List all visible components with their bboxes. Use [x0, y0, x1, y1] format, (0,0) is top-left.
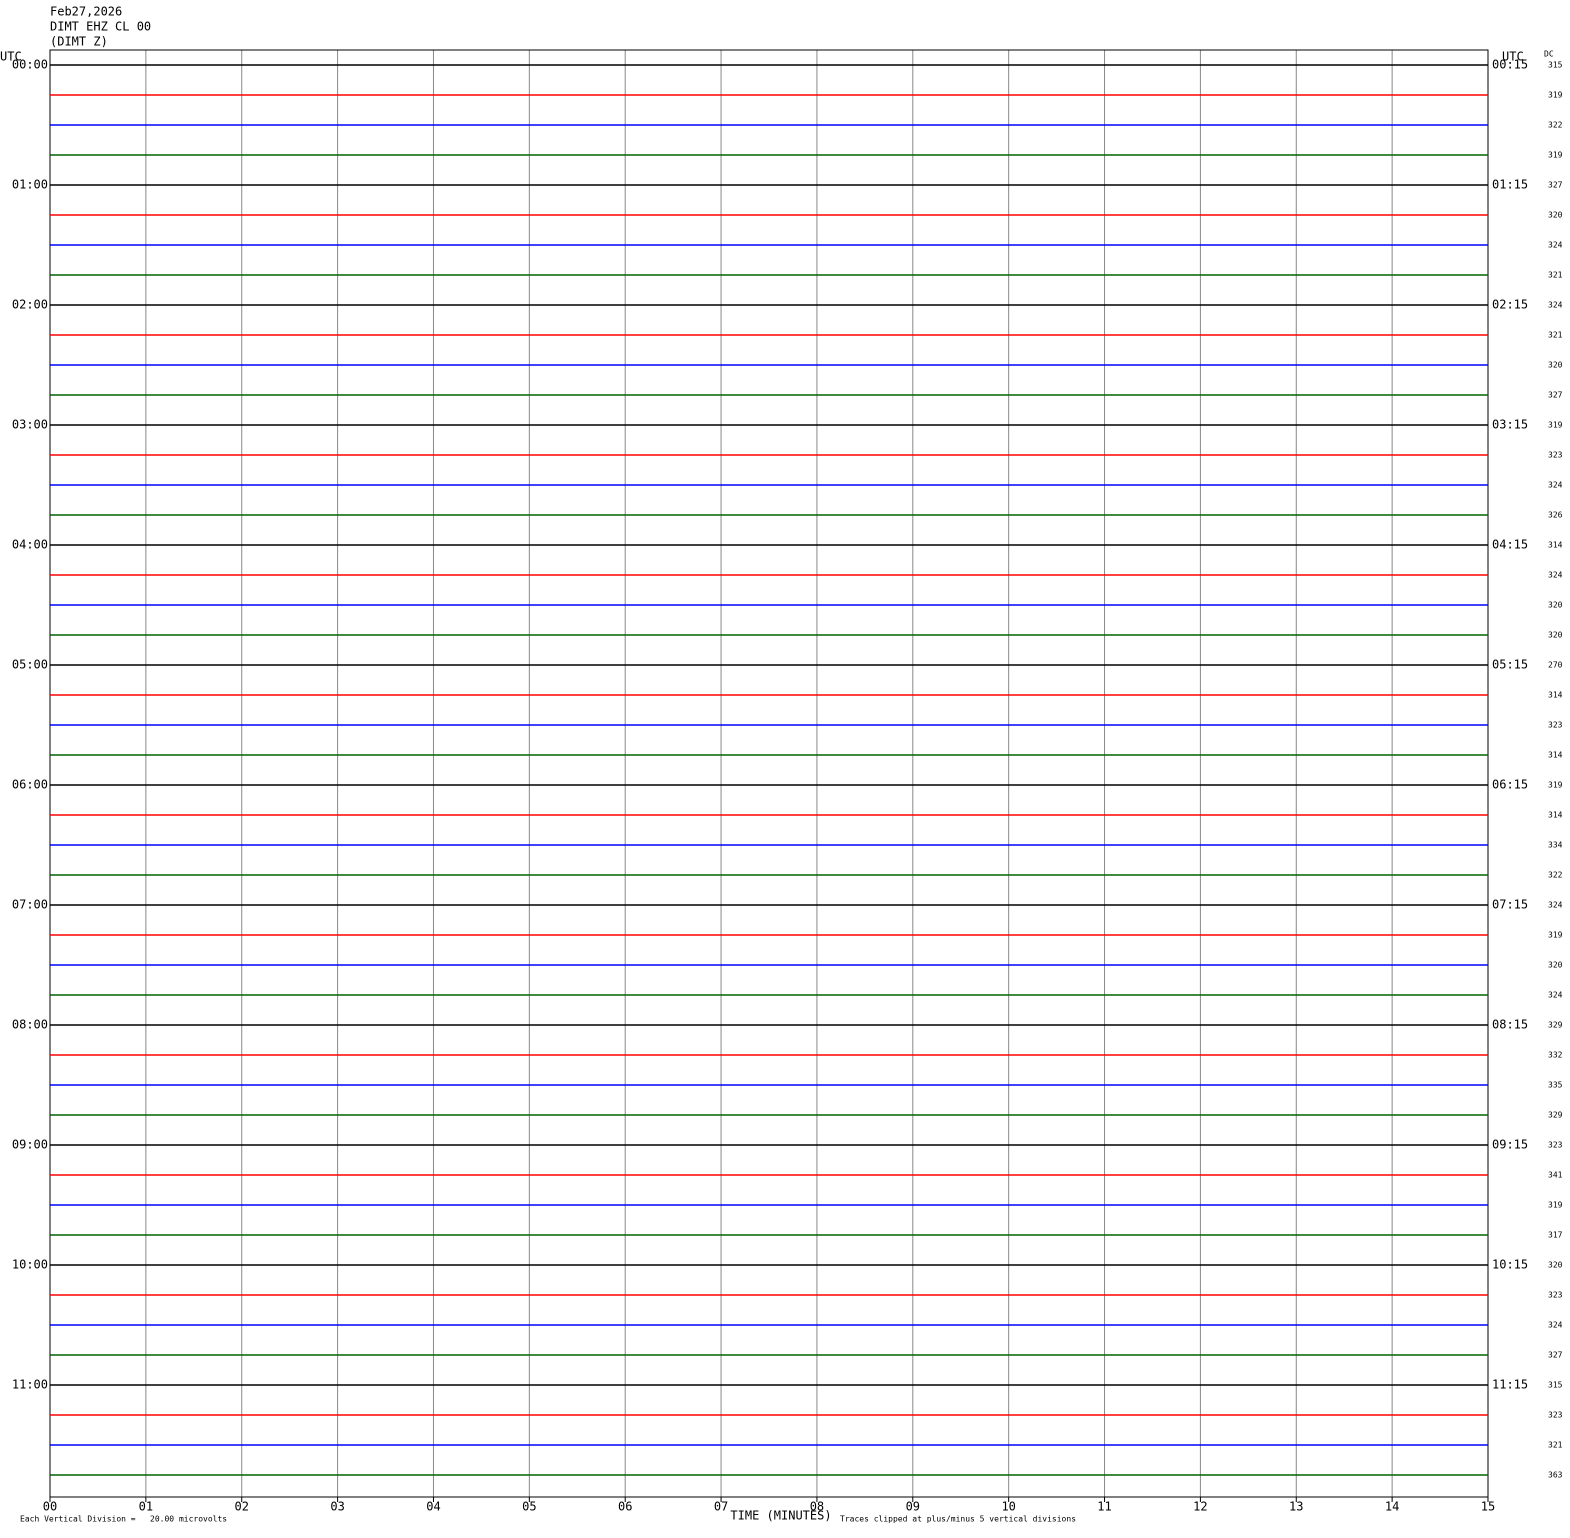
dc-value: 320 — [1548, 961, 1563, 970]
row-label-right: 10:15 — [1492, 1258, 1528, 1272]
x-tick-label: 09 — [906, 1500, 920, 1514]
dc-value: 322 — [1548, 871, 1563, 880]
dc-value: 314 — [1548, 691, 1563, 700]
x-tick-label: 08 — [810, 1500, 824, 1514]
x-tick-label: 02 — [235, 1500, 249, 1514]
dc-value: 323 — [1548, 721, 1563, 730]
dc-value: 314 — [1548, 751, 1563, 760]
dc-value: 363 — [1548, 1471, 1563, 1480]
footer-left: Each Vertical Division = 20.00 microvolt… — [20, 1515, 227, 1524]
dc-value: 315 — [1548, 61, 1563, 70]
dc-value: 314 — [1548, 811, 1563, 820]
header-line: Feb27,2026 — [50, 5, 122, 19]
row-label-left: 00:00 — [12, 58, 48, 72]
row-label-right: 01:15 — [1492, 178, 1528, 192]
row-label-right: 02:15 — [1492, 298, 1528, 312]
dc-value: 323 — [1548, 1141, 1563, 1150]
x-axis-label: TIME (MINUTES) — [730, 1509, 831, 1523]
dc-value: 324 — [1548, 481, 1563, 490]
x-tick-label: 05 — [522, 1500, 536, 1514]
dc-value: 321 — [1548, 331, 1563, 340]
dc-value: 341 — [1548, 1171, 1563, 1180]
dc-value: 315 — [1548, 1381, 1563, 1390]
x-tick-label: 07 — [714, 1500, 728, 1514]
dc-value: 319 — [1548, 421, 1563, 430]
row-label-left: 01:00 — [12, 178, 48, 192]
row-label-right: 11:15 — [1492, 1378, 1528, 1392]
dc-value: 323 — [1548, 1291, 1563, 1300]
x-tick-label: 00 — [43, 1500, 57, 1514]
dc-value: 320 — [1548, 601, 1563, 610]
dc-value: 335 — [1548, 1081, 1563, 1090]
x-tick-label: 10 — [1001, 1500, 1015, 1514]
dc-value: 323 — [1548, 451, 1563, 460]
dc-value: 324 — [1548, 301, 1563, 310]
dc-value: 332 — [1548, 1051, 1563, 1060]
dc-value: 321 — [1548, 271, 1563, 280]
dc-value: 327 — [1548, 1351, 1563, 1360]
row-label-right: 04:15 — [1492, 538, 1528, 552]
dc-value: 324 — [1548, 571, 1563, 580]
header-line: (DIMT Z) — [50, 35, 108, 49]
row-label-right: 05:15 — [1492, 658, 1528, 672]
row-label-right: 09:15 — [1492, 1138, 1528, 1152]
row-label-left: 05:00 — [12, 658, 48, 672]
row-label-right: 06:15 — [1492, 778, 1528, 792]
dc-value: 322 — [1548, 121, 1563, 130]
row-label-left: 10:00 — [12, 1258, 48, 1272]
dc-value: 324 — [1548, 991, 1563, 1000]
dc-value: 329 — [1548, 1021, 1563, 1030]
left-axis-title: UTC — [0, 50, 22, 64]
dc-value: 319 — [1548, 151, 1563, 160]
dc-value: 324 — [1548, 1321, 1563, 1330]
right-axis-title: UTC — [1502, 50, 1524, 64]
dc-value: 323 — [1548, 1411, 1563, 1420]
dc-value: 320 — [1548, 1261, 1563, 1270]
x-tick-label: 11 — [1097, 1500, 1111, 1514]
dc-value: 334 — [1548, 841, 1563, 850]
plot-frame — [49, 49, 1489, 1498]
dc-value: 319 — [1548, 91, 1563, 100]
dc-value: 270 — [1548, 661, 1563, 670]
dc-title: DC — [1544, 50, 1554, 59]
row-label-right: 07:15 — [1492, 898, 1528, 912]
dc-value: 324 — [1548, 241, 1563, 250]
dc-value: 319 — [1548, 931, 1563, 940]
row-label-left: 08:00 — [12, 1018, 48, 1032]
row-label-left: 09:00 — [12, 1138, 48, 1152]
dc-value: 314 — [1548, 541, 1563, 550]
dc-value: 329 — [1548, 1111, 1563, 1120]
dc-value: 324 — [1548, 901, 1563, 910]
dc-value: 319 — [1548, 781, 1563, 790]
dc-value: 321 — [1548, 1441, 1563, 1450]
x-tick-label: 06 — [618, 1500, 632, 1514]
x-tick-label: 14 — [1385, 1500, 1399, 1514]
dc-value: 320 — [1548, 361, 1563, 370]
dc-value: 320 — [1548, 631, 1563, 640]
dc-value: 327 — [1548, 391, 1563, 400]
row-label-left: 02:00 — [12, 298, 48, 312]
x-tick-label: 04 — [426, 1500, 440, 1514]
row-label-left: 04:00 — [12, 538, 48, 552]
row-label-right: 00:15 — [1492, 58, 1528, 72]
row-label-right: 08:15 — [1492, 1018, 1528, 1032]
x-tick-label: 15 — [1481, 1500, 1495, 1514]
row-label-left: 11:00 — [12, 1378, 48, 1392]
footer-right: Traces clipped at plus/minus 5 vertical … — [840, 1515, 1076, 1524]
header-line: DIMT EHZ CL 00 — [50, 20, 151, 34]
dc-value: 320 — [1548, 211, 1563, 220]
dc-value: 317 — [1548, 1231, 1563, 1240]
dc-value: 327 — [1548, 181, 1563, 190]
x-tick-label: 12 — [1193, 1500, 1207, 1514]
row-label-left: 06:00 — [12, 778, 48, 792]
row-label-left: 03:00 — [12, 418, 48, 432]
dc-value: 319 — [1548, 1201, 1563, 1210]
x-tick-label: 13 — [1289, 1500, 1303, 1514]
row-label-right: 03:15 — [1492, 418, 1528, 432]
x-tick-label: 01 — [139, 1500, 153, 1514]
dc-value: 326 — [1548, 511, 1563, 520]
row-label-left: 07:00 — [12, 898, 48, 912]
x-tick-label: 03 — [330, 1500, 344, 1514]
